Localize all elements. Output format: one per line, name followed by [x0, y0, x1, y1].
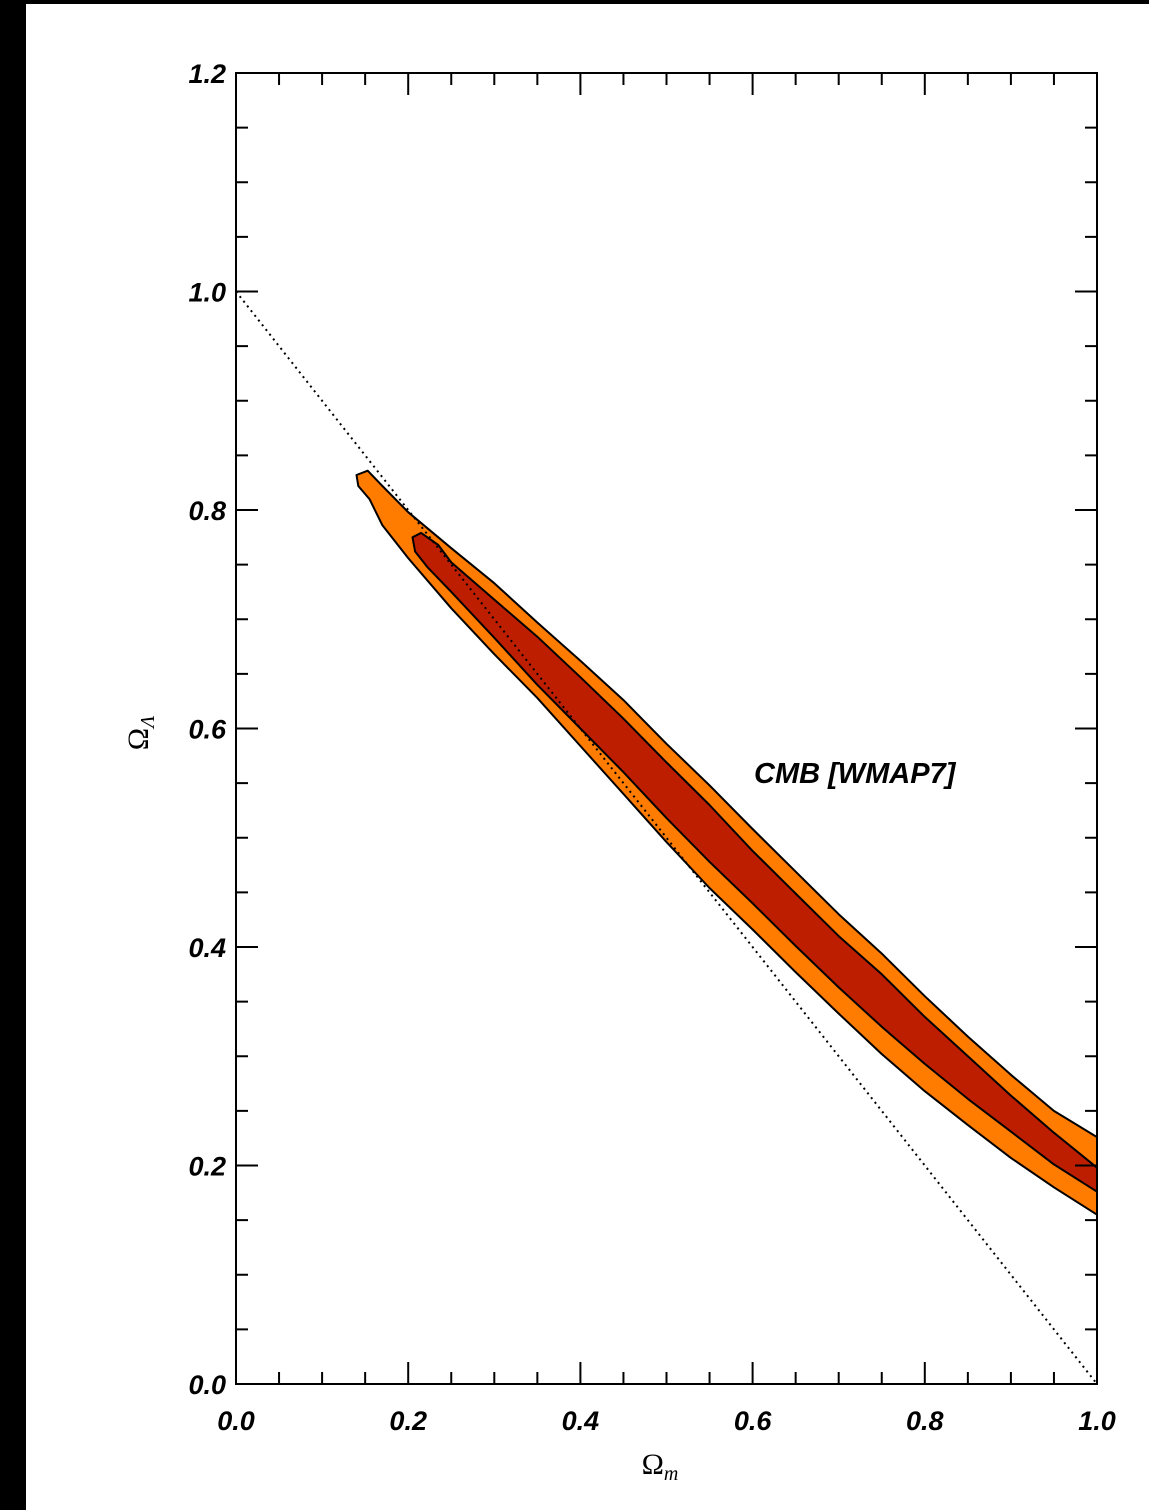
y-tick-label: 0.0: [188, 1370, 226, 1400]
y-axis-label-symbol: Ω: [122, 728, 155, 750]
cmb-wmap7-annotation: CMB [WMAP7]: [754, 758, 957, 790]
x-axis-label-subscript: m: [664, 1463, 678, 1485]
x-axis-ticks: [235, 73, 1098, 1384]
x-axis-tick-labels: 0.0 0.2 0.4 0.6 0.8 1.0: [217, 1406, 1116, 1436]
y-axis-ticks: [236, 72, 1097, 1385]
y-tick-label: 1.2: [188, 59, 226, 89]
x-axis-label: Ωm: [642, 1448, 679, 1485]
x-tick-label: 0.0: [217, 1406, 255, 1436]
y-tick-label: 0.6: [188, 715, 227, 745]
y-axis-label: ΩΛ: [122, 716, 159, 750]
y-axis-label-subscript: Λ: [137, 716, 159, 730]
x-tick-label: 1.0: [1078, 1406, 1116, 1436]
x-axis-label-symbol: Ω: [642, 1448, 664, 1481]
x-tick-label: 0.8: [906, 1406, 944, 1436]
contour-inner: [411, 531, 1098, 1193]
y-tick-label: 1.0: [188, 278, 226, 308]
flat-universe-reference-line: [235, 290, 1098, 1385]
plot-frame: [235, 72, 1098, 1385]
x-tick-label: 0.6: [734, 1406, 773, 1436]
x-tick-label: 0.4: [562, 1406, 600, 1436]
y-axis-tick-labels: 0.0 0.2 0.4 0.6 0.8 1.0 1.2: [188, 59, 227, 1400]
y-tick-label: 0.8: [188, 496, 226, 526]
y-tick-label: 0.4: [188, 933, 226, 963]
y-tick-label: 0.2: [188, 1152, 226, 1182]
figure-panel: [26, 4, 1149, 1510]
contour-regions: [355, 469, 1098, 1216]
x-tick-label: 0.2: [389, 1406, 427, 1436]
